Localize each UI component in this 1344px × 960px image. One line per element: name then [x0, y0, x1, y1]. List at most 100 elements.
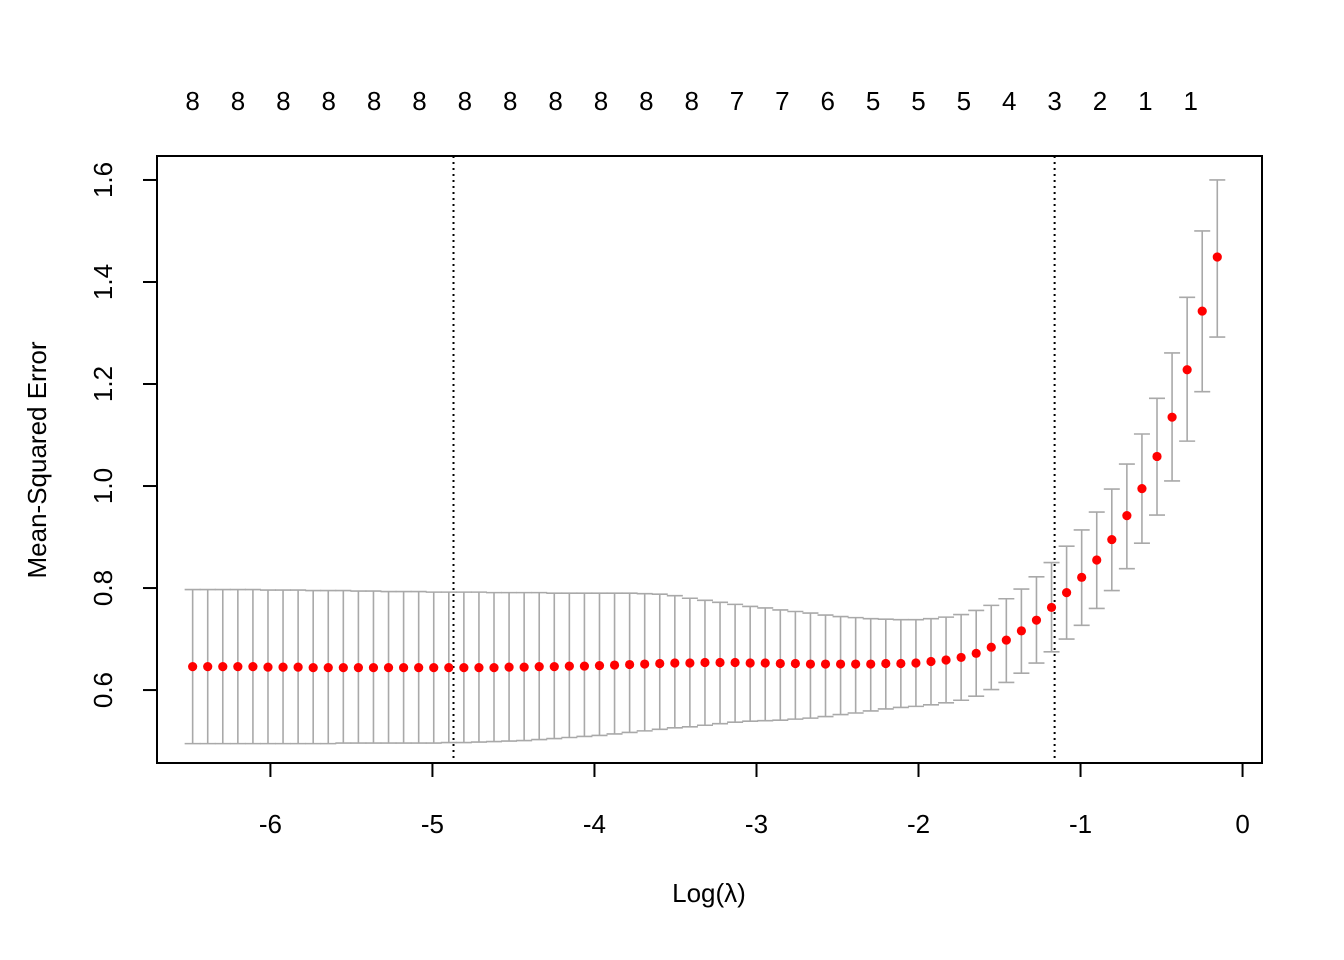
- mse-point: [594, 660, 605, 671]
- mse-point: [218, 661, 228, 672]
- x-axis-title: Log(λ): [672, 878, 746, 908]
- y-tick-label: 0.8: [88, 570, 118, 606]
- mse-point: [926, 656, 936, 667]
- top-count-label: 8: [276, 86, 290, 116]
- mse-point: [760, 658, 770, 668]
- mse-point: [971, 648, 981, 658]
- x-tick-label: 0: [1235, 809, 1249, 839]
- mse-point: [504, 662, 514, 672]
- mse-point: [715, 657, 725, 668]
- mse-point: [338, 663, 348, 673]
- mse-point: [489, 663, 499, 673]
- mse-point: [625, 659, 635, 670]
- mse-point: [248, 661, 258, 672]
- mse-point: [308, 663, 318, 673]
- mse-point: [1092, 555, 1102, 565]
- mse-point: [323, 663, 333, 673]
- plot-frame: [156, 155, 1263, 764]
- mse-point: [1107, 534, 1117, 545]
- mse-point: [700, 657, 710, 668]
- mse-point: [519, 662, 529, 672]
- top-count-label: 8: [684, 86, 698, 116]
- mse-point: [263, 662, 273, 672]
- mse-point: [1182, 365, 1192, 375]
- mse-point: [866, 659, 876, 669]
- top-count-label: 8: [322, 86, 336, 116]
- x-tick-label: -3: [745, 809, 768, 839]
- mse-point: [293, 662, 303, 672]
- mse-point: [353, 663, 363, 673]
- mse-point: [655, 658, 665, 669]
- mse-point: [1077, 572, 1087, 582]
- mse-point: [1061, 588, 1072, 598]
- mse-point: [820, 659, 831, 669]
- top-count-label: 6: [821, 86, 835, 116]
- top-count-label: 5: [957, 86, 971, 116]
- mse-point: [881, 658, 891, 669]
- y-tick-label: 1.2: [88, 366, 118, 402]
- x-tick-label: -1: [1069, 809, 1092, 839]
- x-tick-label: -5: [421, 809, 444, 839]
- top-count-label: 7: [730, 86, 744, 116]
- x-axis: -6 -5 -4 -3 -2 -1 0: [259, 762, 1250, 839]
- mse-point: [474, 663, 484, 673]
- mse-point: [1031, 615, 1042, 625]
- top-count-label: 8: [367, 86, 381, 116]
- mse-point: [398, 663, 409, 673]
- top-count-label: 1: [1138, 86, 1152, 116]
- mse-point: [1046, 602, 1057, 613]
- top-count-label: 8: [503, 86, 517, 116]
- mse-point: [670, 658, 680, 668]
- top-count-label: 8: [548, 86, 562, 116]
- y-tick-label: 1.6: [88, 162, 118, 198]
- mse-point: [1137, 483, 1147, 494]
- mse-point: [745, 658, 755, 668]
- x-tick-label: -2: [907, 809, 930, 839]
- mse-point: [730, 657, 740, 668]
- reference-lines-layer: [452, 156, 1056, 763]
- mse-point: [1016, 626, 1026, 636]
- mse-point: [203, 661, 213, 672]
- mse-point: [805, 659, 816, 669]
- y-tick-label: 0.6: [88, 672, 118, 708]
- x-tick-label: -6: [259, 809, 282, 839]
- top-count-label: 8: [639, 86, 653, 116]
- mse-point: [1212, 252, 1222, 262]
- mse-point: [640, 659, 650, 669]
- mse-point: [233, 661, 243, 672]
- mse-point: [429, 663, 439, 673]
- mse-point: [368, 663, 379, 673]
- top-count-label: 7: [775, 86, 789, 116]
- mse-point: [1122, 511, 1132, 521]
- mse-points-layer: [188, 252, 1222, 673]
- top-count-label: 1: [1183, 86, 1197, 116]
- mse-point: [896, 658, 906, 669]
- top-count-label: 8: [185, 86, 199, 116]
- top-count-label: 2: [1093, 86, 1107, 116]
- mse-point: [459, 663, 469, 673]
- y-axis: 0.6 0.8 1.0 1.2 1.4 1.6: [88, 162, 158, 708]
- mse-point: [956, 652, 966, 663]
- mse-point: [579, 661, 590, 671]
- y-tick-label: 1.0: [88, 468, 118, 504]
- mse-point: [1152, 451, 1162, 462]
- mse-point: [775, 658, 785, 669]
- mse-point: [1197, 306, 1207, 316]
- mse-point: [383, 663, 394, 673]
- mse-point: [534, 661, 544, 672]
- mse-point: [851, 659, 861, 669]
- y-tick-label: 1.4: [88, 264, 118, 300]
- top-count-label: 8: [458, 86, 472, 116]
- top-count-label: 8: [231, 86, 245, 116]
- mse-point: [1001, 635, 1011, 645]
- mse-point: [790, 658, 800, 669]
- x-tick-label: -4: [583, 809, 606, 839]
- mse-point: [188, 661, 198, 672]
- mse-point: [835, 659, 846, 669]
- mse-point: [1167, 412, 1177, 422]
- mse-point: [609, 660, 620, 670]
- mse-point: [414, 663, 424, 673]
- top-count-label: 8: [594, 86, 608, 116]
- mse-point: [685, 658, 695, 668]
